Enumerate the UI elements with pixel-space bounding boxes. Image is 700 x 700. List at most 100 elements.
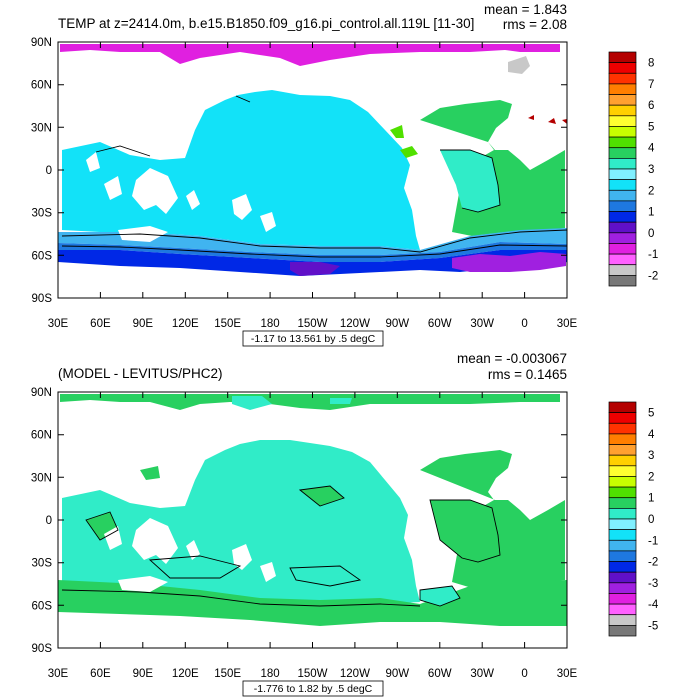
top-panel: TEMP at z=2414.0m, b.e15.B1850.f09_g16.p… — [31, 2, 658, 347]
y-tick-label: 30S — [32, 558, 53, 570]
colorbar-label: 6 — [648, 100, 654, 112]
x-tick-label: 60W — [428, 668, 452, 680]
y-tick-label: 30N — [31, 472, 52, 484]
colorbar-swatch — [608, 571, 637, 584]
colorbar-swatch — [608, 582, 637, 594]
colorbar-label: 1 — [648, 207, 654, 219]
colorbar-swatch — [608, 550, 637, 562]
colorbar-swatch — [608, 253, 637, 266]
x-tick-label: 120W — [340, 668, 370, 680]
colorbar-label: 8 — [648, 58, 654, 70]
x-tick-label: 120W — [340, 318, 370, 330]
top-contour-info-box — [242, 330, 384, 347]
top-arctic-field — [60, 44, 560, 66]
bottom-indopacific-field — [62, 440, 420, 606]
colorbar-swatch — [608, 147, 637, 159]
colorbar-swatch — [608, 62, 637, 74]
bottom-tick-marks — [57, 391, 568, 649]
colorbar-swatch — [608, 179, 637, 191]
colorbar-label: 0 — [648, 228, 654, 240]
y-tick-label: 60S — [32, 600, 53, 612]
colorbar-label: -2 — [648, 557, 658, 569]
top-title: TEMP at z=2414.0m, b.e15.B1850.f09_g16.p… — [58, 16, 474, 31]
x-tick-label: 90W — [386, 668, 410, 680]
x-tick-label: 150E — [214, 318, 241, 330]
bottom-contour — [289, 565, 362, 587]
colorbar-label: -1 — [648, 535, 658, 547]
colorbar-swatch — [608, 275, 637, 287]
bottom-y-tick-labels: 90N 60N 30N 0 30S 60S 90S — [31, 387, 52, 655]
colorbar-label: 4 — [648, 143, 655, 155]
x-tick-label: 0 — [521, 668, 527, 680]
colorbar-label: 4 — [648, 429, 655, 441]
y-tick-label: 60N — [31, 430, 52, 442]
top-y-tick-labels: 90N 60N 30N 0 30S 60S 90S — [31, 37, 52, 305]
colorbar-swatch — [608, 221, 637, 234]
colorbar-swatch — [608, 529, 637, 541]
colorbar-label: 1 — [648, 493, 654, 505]
y-tick-label: 60S — [32, 250, 53, 262]
bottom-x-tick-labels: 30E 60E 90E 120E 150E 180 150W 120W 90W 60W 30W 0 30… — [48, 668, 578, 680]
colorbar-swatch — [608, 539, 637, 552]
x-tick-label: 90E — [133, 318, 154, 330]
y-tick-label: 30N — [31, 122, 52, 134]
bottom-contour-info-box — [242, 680, 384, 697]
bottom-contours — [61, 485, 501, 607]
top-contour — [61, 244, 567, 258]
bottom-contour — [429, 499, 501, 563]
bottom-arctic-field — [60, 394, 560, 410]
x-tick-label: 180 — [260, 318, 279, 330]
colorbar-swatch — [608, 94, 637, 106]
colorbar-label: -2 — [648, 270, 658, 282]
top-contours — [61, 95, 567, 258]
y-tick-label: 90S — [32, 643, 53, 655]
bottom-south-cyan — [150, 556, 460, 606]
colorbar-label: 5 — [648, 121, 654, 133]
top-map-field — [58, 44, 567, 276]
bottom-atlantic-green-2 — [430, 500, 500, 562]
top-indopacific-field — [62, 90, 420, 250]
colorbar-swatch — [608, 211, 637, 223]
x-tick-label: 30E — [48, 318, 69, 330]
bottom-contour-info: -1.776 to 1.82 by .5 degC — [254, 683, 373, 695]
colorbar-label: -3 — [648, 578, 658, 590]
colorbar-label: -4 — [648, 599, 659, 611]
x-tick-label: 30W — [470, 318, 494, 330]
x-tick-label: 30E — [48, 668, 69, 680]
colorbar-swatch — [608, 625, 637, 637]
colorbar-swatch — [608, 614, 637, 626]
top-tick-marks — [57, 41, 568, 299]
y-tick-label: 90N — [31, 37, 52, 49]
colorbar-swatch — [608, 189, 637, 202]
x-tick-label: 90W — [386, 318, 410, 330]
colorbar-swatch — [608, 232, 637, 244]
y-tick-label: 60N — [31, 80, 52, 92]
bottom-colorbar — [608, 401, 637, 637]
colorbar-swatch — [608, 593, 637, 605]
top-contour — [61, 229, 567, 253]
colorbar-swatch — [608, 136, 637, 149]
y-tick-label: 90N — [31, 387, 52, 399]
top-colorbar-labels: 8 7 6 5 4 3 2 1 0 -1 -2 — [648, 58, 658, 283]
top-ross — [290, 262, 340, 276]
x-tick-label: 120E — [172, 668, 199, 680]
x-tick-label: 90E — [133, 668, 154, 680]
colorbar-label: -5 — [648, 620, 658, 632]
colorbar-swatch — [608, 603, 637, 616]
colorbar-label: 0 — [648, 514, 654, 526]
bottom-south-field — [58, 580, 567, 626]
y-tick-label: 0 — [46, 515, 52, 527]
top-atlantic-cyan — [440, 150, 500, 212]
colorbar-swatch — [608, 401, 637, 413]
top-med-dots — [528, 115, 567, 124]
colorbar-label: 7 — [648, 79, 654, 91]
colorbar-swatch — [608, 51, 637, 63]
bottom-colorbar-labels: 5 4 3 2 1 0 -1 -2 -3 -4 -5 — [648, 408, 659, 633]
top-caribbean — [390, 125, 418, 158]
x-tick-label: 120E — [172, 318, 199, 330]
colorbar-swatch — [608, 465, 637, 477]
top-weddell — [452, 252, 566, 272]
x-tick-label: 30E — [557, 668, 578, 680]
colorbar-label: 3 — [648, 164, 654, 176]
